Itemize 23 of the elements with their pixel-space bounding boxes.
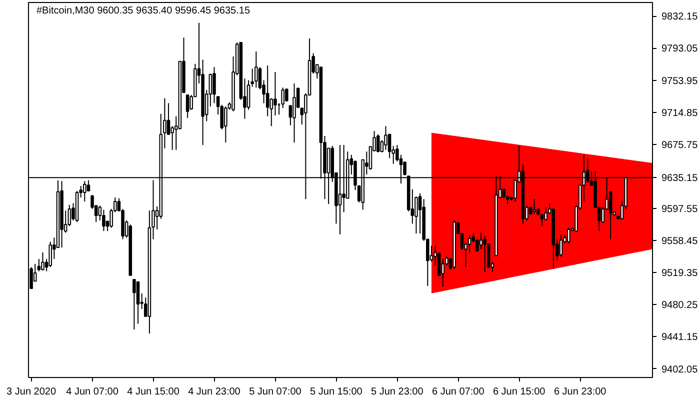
y-tick-label: 9597.55 xyxy=(662,204,698,215)
chart-title: #Bitcoin,M30 9600.35 9635.40 9596.45 9635.15 xyxy=(36,6,250,16)
y-tick-label: 9402.05 xyxy=(662,364,698,376)
x-tick-label: 6 Jun 15:00 xyxy=(492,386,546,398)
x-tick-label: 5 Jun 15:00 xyxy=(310,386,363,398)
x-tick-label: 4 Jun 23:00 xyxy=(188,386,241,398)
x-tick-label: 6 Jun 23:00 xyxy=(554,386,607,398)
y-tick-label: 9558.45 xyxy=(662,236,698,248)
y-tick-label: 9793.05 xyxy=(662,44,698,55)
y-tick-label: 9675.75 xyxy=(662,140,698,151)
y-tick-label: 9753.95 xyxy=(662,76,698,87)
x-tick-label: 5 Jun 07:00 xyxy=(249,386,302,398)
y-tick-label: 9480.25 xyxy=(662,300,698,312)
x-tick-label: 4 Jun 07:00 xyxy=(66,386,119,398)
x-tick-label: 4 Jun 15:00 xyxy=(127,386,180,398)
x-tick-label: 5 Jun 23:00 xyxy=(371,386,424,398)
y-tick-label: 9832.15 xyxy=(662,12,698,23)
ref-line-label: 9635.15 xyxy=(662,173,698,184)
x-tick-label: 3 Jun 2020 xyxy=(6,386,56,398)
y-tick-label: 9714.85 xyxy=(662,108,698,119)
y-tick-label: 9519.35 xyxy=(662,268,698,280)
y-tick-label: 9441.15 xyxy=(662,332,698,344)
x-tick-label: 6 Jun 07:00 xyxy=(432,386,485,398)
